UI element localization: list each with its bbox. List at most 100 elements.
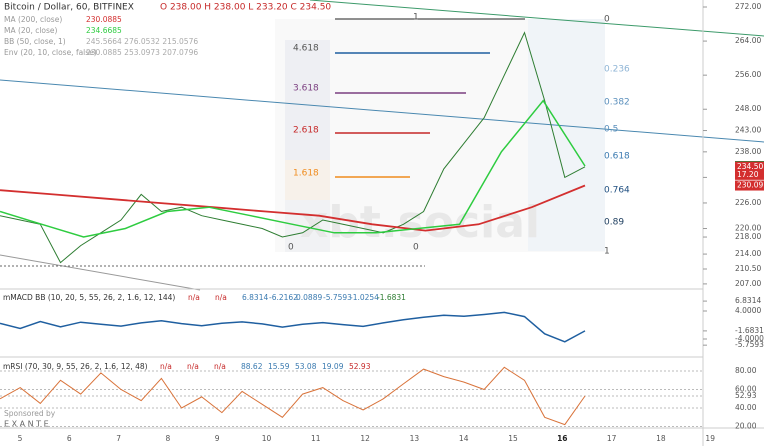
readout: 0.0889	[296, 293, 322, 302]
y-tick-label: 218.00	[735, 232, 761, 241]
y-tick-label: 272.00	[735, 2, 761, 11]
y-tick-label: 6.8314	[735, 296, 761, 305]
y-tick-label: 20.00	[735, 422, 757, 431]
x-tick-label: 10	[262, 434, 272, 443]
legend-value: 230.0885 253.0973 207.0796	[86, 48, 198, 57]
y-tick-label: 238.00	[735, 147, 761, 156]
fib-label: 2.618	[293, 126, 319, 136]
ohlc: O 238.00 H 238.00 L 233.20 C 234.50	[160, 3, 331, 13]
y-tick-label: -5.7593	[735, 340, 764, 349]
readout: 6.8314	[242, 293, 268, 302]
price-badge-label: 234.50	[737, 162, 763, 171]
ma20-line	[0, 99, 586, 238]
readout: 53.08	[295, 362, 317, 371]
fib-label: 0.236	[604, 65, 630, 75]
fib-label: 0.618	[604, 152, 630, 162]
legend-name: MA (200, close)	[4, 15, 62, 24]
price-badge	[735, 161, 764, 172]
price-badge-label: 17.20	[737, 170, 759, 179]
legend-name: MA (20, close)	[4, 26, 58, 35]
legend-name: BB (50, close, 1)	[4, 37, 66, 46]
fib-label: 0.5	[604, 125, 618, 135]
fib-label: 0.89	[604, 218, 624, 228]
fib-label: 1	[413, 13, 419, 23]
readout: n/a	[214, 362, 226, 371]
fib-label: 1	[604, 247, 610, 257]
y-tick-label: 264.00	[735, 36, 761, 45]
symbol-title: Bitcoin / Dollar, 60, BITFINEX	[4, 3, 134, 13]
y-tick-label: 214.00	[735, 249, 761, 258]
y-tick-label: 80.00	[735, 366, 757, 375]
y-tick-label: -1.6831	[735, 326, 764, 335]
watermark: xbt.social	[300, 197, 540, 248]
readout: -6.2162	[269, 293, 298, 302]
readout: n/a	[160, 362, 172, 371]
x-tick-label: 7	[116, 434, 121, 443]
price-badge	[735, 169, 764, 180]
price-badge-label: 230.09	[737, 181, 763, 190]
y-tick-label: 40.00	[735, 403, 757, 412]
y-tick-label: -4.0000	[735, 334, 764, 343]
x-tick-label: 15	[508, 434, 518, 443]
y-tick-label: 207.00	[735, 279, 761, 288]
y-tick-label: 226.00	[735, 198, 761, 207]
trend-line	[0, 79, 764, 143]
price-line	[0, 31, 586, 264]
sponsor: Sponsored by	[4, 409, 56, 418]
y-tick-label: 210.50	[735, 264, 761, 273]
readout: n/a	[187, 362, 199, 371]
x-tick-label: 17	[607, 434, 617, 443]
macd-line	[0, 311, 586, 343]
fib-label: 0.764	[604, 186, 630, 196]
x-tick-label: 12	[360, 434, 370, 443]
readout: 19.09	[322, 362, 344, 371]
fib-label: 1.618	[293, 169, 319, 179]
rsi-line	[0, 366, 586, 426]
y-tick-label: 52.93	[735, 391, 757, 400]
fib-label: 0	[288, 243, 294, 253]
readout: 15.59	[268, 362, 290, 371]
price-badge	[735, 180, 764, 191]
fib-label: 4.618	[293, 44, 319, 54]
x-tick-label: 14	[459, 434, 469, 443]
x-tick-label: 11	[311, 434, 321, 443]
y-tick-label: 256.00	[735, 70, 761, 79]
sponsor-name: E X A N T E	[4, 420, 49, 429]
trend-line	[0, 254, 201, 291]
x-tick-label: 19	[705, 434, 715, 443]
ma200-line	[0, 184, 586, 232]
x-tick-label: 13	[410, 434, 420, 443]
fib-label: 0	[413, 243, 419, 253]
legend-value: 234.6685	[86, 26, 122, 35]
readout: 88.62	[241, 362, 263, 371]
y-tick-label: 243.00	[735, 126, 761, 135]
fib-labels: 4.618 3.618 2.618 1.618 0 1 0 0 0.236 0.…	[288, 13, 630, 257]
legend-value: 230.0885	[86, 15, 122, 24]
x-tick-label: 16	[557, 434, 567, 443]
indicator-title: mRSI (70, 30, 9, 55, 26, 2, 1.6, 12, 48)	[3, 362, 148, 371]
readout: -1.6831	[377, 293, 406, 302]
readout: n/a	[215, 293, 227, 302]
y-tick-label: 248.00	[735, 104, 761, 113]
x-tick-label: 9	[215, 434, 220, 443]
fib-label: 3.618	[293, 84, 319, 94]
fib-label: 0	[604, 15, 610, 25]
retrace-box	[528, 19, 605, 251]
readout: -5.7593	[323, 293, 352, 302]
readout: -1.0254	[350, 293, 379, 302]
readout: n/a	[188, 293, 200, 302]
legend-value: 245.5664 276.0532 215.0576	[86, 37, 198, 46]
fib-label: 0.382	[604, 98, 630, 108]
x-tick-label: 8	[166, 434, 171, 443]
x-tick-label: 6	[67, 434, 72, 443]
x-tick-label: 18	[656, 434, 666, 443]
indicator-title: mMACD BB (10, 20, 5, 55, 26, 2, 1.6, 12,…	[3, 293, 175, 302]
x-tick-label: 5	[18, 434, 23, 443]
y-tick-label: 220.00	[735, 224, 761, 233]
legend-name: Env (20, 10, close, false)	[4, 48, 97, 57]
y-tick-label: 60.00	[735, 385, 757, 394]
y-tick-label: 4.0000	[735, 306, 761, 315]
trend-line	[309, 0, 764, 37]
